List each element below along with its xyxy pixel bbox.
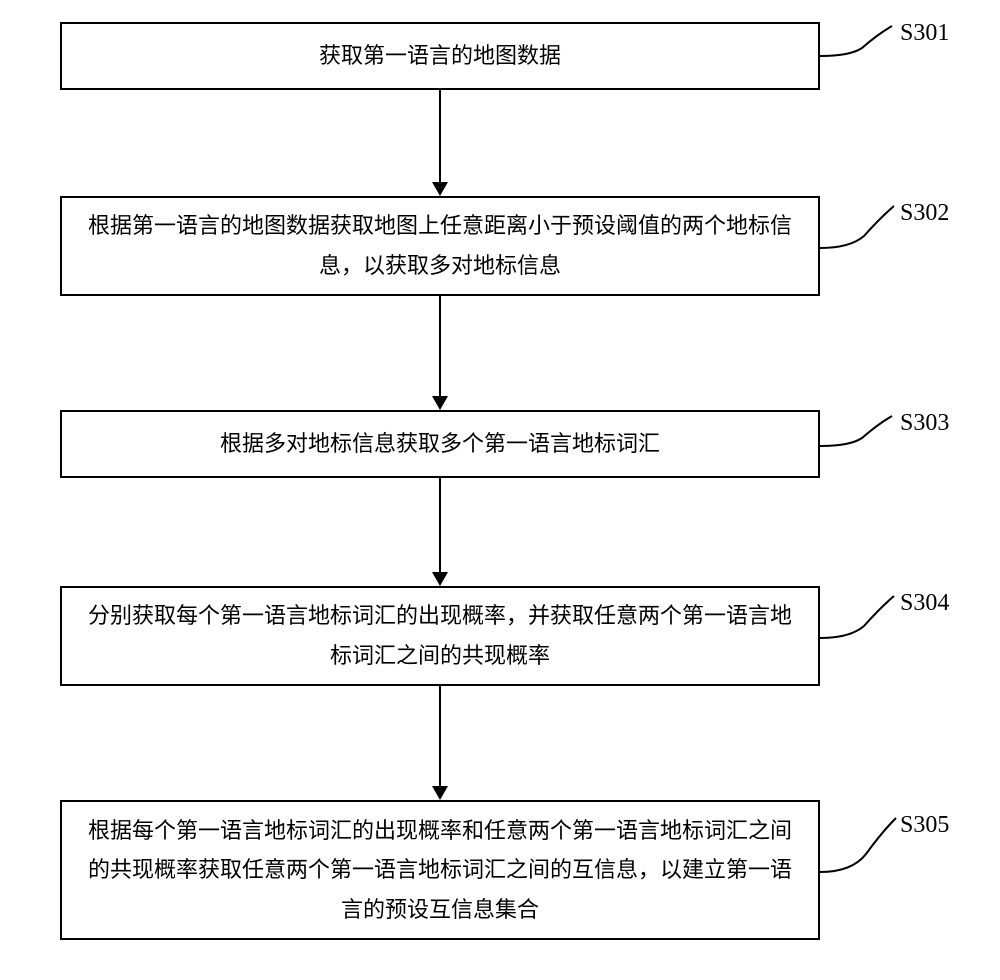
step-box-3: 根据多对地标信息获取多个第一语言地标词汇: [60, 410, 820, 478]
step-label-4: S304: [900, 590, 949, 617]
arrow-3: [432, 478, 448, 586]
bracket-2: [820, 200, 900, 270]
step-box-4: 分别获取每个第一语言地标词汇的出现概率，并获取任意两个第一语言地标词汇之间的共现…: [60, 586, 820, 686]
bracket-3: [820, 410, 900, 460]
bracket-4: [820, 590, 900, 660]
step-label-1: S301: [900, 20, 949, 47]
step-text-4: 分别获取每个第一语言地标词汇的出现概率，并获取任意两个第一语言地标词汇之间的共现…: [82, 596, 798, 675]
step-box-1: 获取第一语言的地图数据: [60, 22, 820, 90]
step-text-5: 根据每个第一语言地标词汇的出现概率和任意两个第一语言地标词汇之间的共现概率获取任…: [82, 811, 798, 930]
step-text-2: 根据第一语言的地图数据获取地图上任意距离小于预设阈值的两个地标信息，以获取多对地…: [82, 206, 798, 285]
step-box-2: 根据第一语言的地图数据获取地图上任意距离小于预设阈值的两个地标信息，以获取多对地…: [60, 196, 820, 296]
flowchart-container: 获取第一语言的地图数据 S301 根据第一语言的地图数据获取地图上任意距离小于预…: [0, 0, 1000, 980]
arrow-2: [432, 296, 448, 410]
step-label-3: S303: [900, 410, 949, 437]
bracket-5: [820, 812, 900, 902]
step-text-3: 根据多对地标信息获取多个第一语言地标词汇: [220, 424, 660, 464]
bracket-1: [820, 20, 900, 70]
arrow-4: [432, 686, 448, 800]
step-text-1: 获取第一语言的地图数据: [319, 36, 561, 76]
arrow-1: [432, 90, 448, 196]
step-box-5: 根据每个第一语言地标词汇的出现概率和任意两个第一语言地标词汇之间的共现概率获取任…: [60, 800, 820, 940]
step-label-5: S305: [900, 812, 949, 839]
step-label-2: S302: [900, 200, 949, 227]
